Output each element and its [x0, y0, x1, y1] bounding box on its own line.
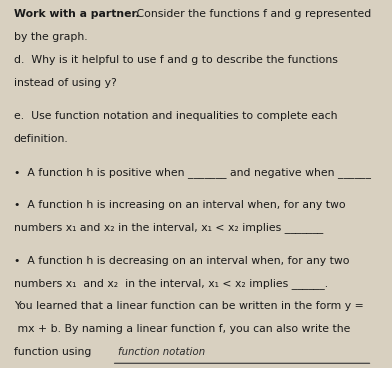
Text: function using: function using: [14, 347, 94, 357]
Text: •  A function h is positive when _______ and negative when ______: • A function h is positive when _______ …: [14, 167, 371, 177]
Text: definition.: definition.: [14, 134, 69, 144]
Text: instead of using y?: instead of using y?: [14, 78, 116, 88]
Text: •  A function h is decreasing on an interval when, for any two: • A function h is decreasing on an inter…: [14, 256, 349, 266]
Text: You learned that a linear function can be written in the form y =: You learned that a linear function can b…: [14, 301, 363, 311]
Text: •  A function h is increasing on an interval when, for any two: • A function h is increasing on an inter…: [14, 200, 345, 210]
Text: by the graph.: by the graph.: [14, 32, 87, 42]
Text: Work with a partner.: Work with a partner.: [14, 9, 139, 19]
Text: numbers x₁ and x₂ in the interval, x₁ < x₂ implies _______: numbers x₁ and x₂ in the interval, x₁ < …: [14, 223, 323, 233]
Text: e.  Use function notation and inequalities to complete each: e. Use function notation and inequalitie…: [14, 111, 337, 121]
Text: function notation: function notation: [118, 347, 205, 357]
Text: numbers x₁  and x₂  in the interval, x₁ < x₂ implies ______.: numbers x₁ and x₂ in the interval, x₁ < …: [14, 279, 328, 289]
Text: d.  Why is it helpful to use f and g to describe the functions: d. Why is it helpful to use f and g to d…: [14, 55, 338, 65]
Text: mx + b. By naming a linear function f, you can also write the: mx + b. By naming a linear function f, y…: [14, 324, 350, 334]
Text: Consider the functions f and g represented: Consider the functions f and g represent…: [133, 9, 372, 19]
